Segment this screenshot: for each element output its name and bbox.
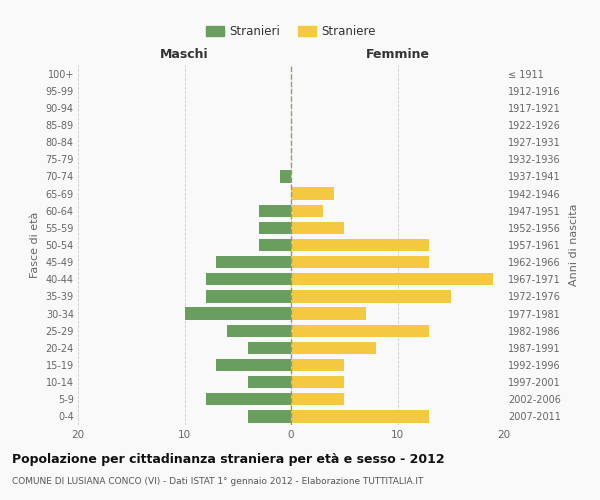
- Bar: [248, 342, 291, 354]
- Bar: [291, 256, 430, 268]
- Bar: [291, 342, 376, 354]
- Bar: [217, 359, 291, 371]
- Bar: [259, 222, 291, 234]
- Bar: [291, 239, 430, 251]
- Y-axis label: Anni di nascita: Anni di nascita: [569, 204, 580, 286]
- Bar: [291, 188, 334, 200]
- Bar: [291, 324, 430, 337]
- Text: Popolazione per cittadinanza straniera per età e sesso - 2012: Popolazione per cittadinanza straniera p…: [12, 452, 445, 466]
- Bar: [291, 359, 344, 371]
- Bar: [291, 376, 344, 388]
- Bar: [206, 273, 291, 285]
- Bar: [248, 376, 291, 388]
- Bar: [291, 222, 344, 234]
- Bar: [291, 290, 451, 302]
- Bar: [217, 256, 291, 268]
- Text: Femmine: Femmine: [365, 48, 430, 62]
- Legend: Stranieri, Straniere: Stranieri, Straniere: [201, 20, 381, 43]
- Text: COMUNE DI LUSIANA CONCO (VI) - Dati ISTAT 1° gennaio 2012 - Elaborazione TUTTITA: COMUNE DI LUSIANA CONCO (VI) - Dati ISTA…: [12, 478, 424, 486]
- Bar: [291, 410, 430, 422]
- Bar: [206, 290, 291, 302]
- Bar: [291, 273, 493, 285]
- Bar: [248, 410, 291, 422]
- Bar: [291, 308, 365, 320]
- Bar: [259, 239, 291, 251]
- Y-axis label: Fasce di età: Fasce di età: [30, 212, 40, 278]
- Bar: [291, 393, 344, 406]
- Bar: [259, 204, 291, 217]
- Bar: [227, 324, 291, 337]
- Text: Maschi: Maschi: [160, 48, 209, 62]
- Bar: [291, 204, 323, 217]
- Bar: [206, 393, 291, 406]
- Bar: [185, 308, 291, 320]
- Bar: [280, 170, 291, 182]
